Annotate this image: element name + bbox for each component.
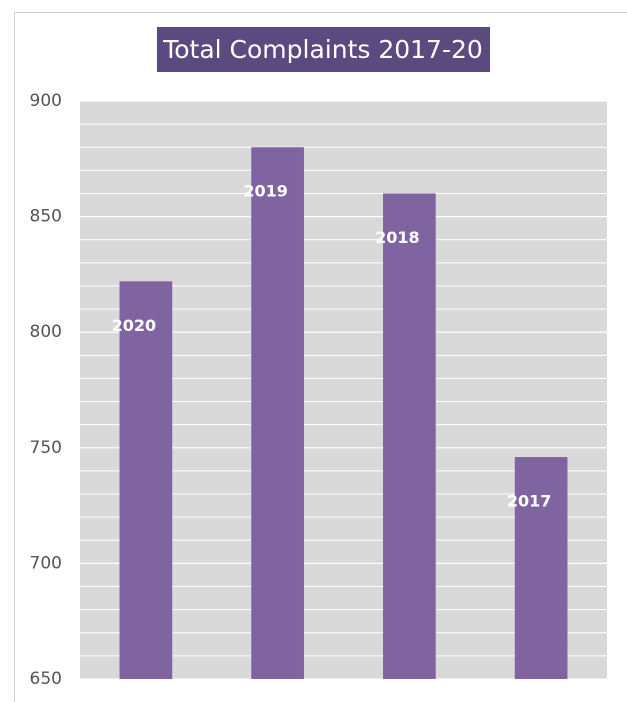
bar — [383, 193, 436, 680]
y-tick-label: 900 — [30, 91, 62, 111]
bar-label: 2019 — [243, 182, 288, 201]
chart-title: Total Complaints 2017-20 — [162, 35, 483, 64]
bar-label: 2018 — [375, 228, 420, 247]
y-tick-label: 650 — [30, 669, 62, 689]
title-box — [157, 27, 490, 72]
y-tick-label: 800 — [30, 322, 62, 342]
bar-label: 2020 — [112, 316, 157, 335]
bar — [514, 457, 568, 679]
bar-label: 2017 — [507, 492, 552, 511]
y-tick-label: 850 — [30, 207, 62, 227]
y-tick-label: 750 — [30, 438, 62, 458]
y-tick-label: 700 — [30, 553, 62, 573]
bar — [119, 281, 173, 679]
bar — [251, 147, 304, 680]
